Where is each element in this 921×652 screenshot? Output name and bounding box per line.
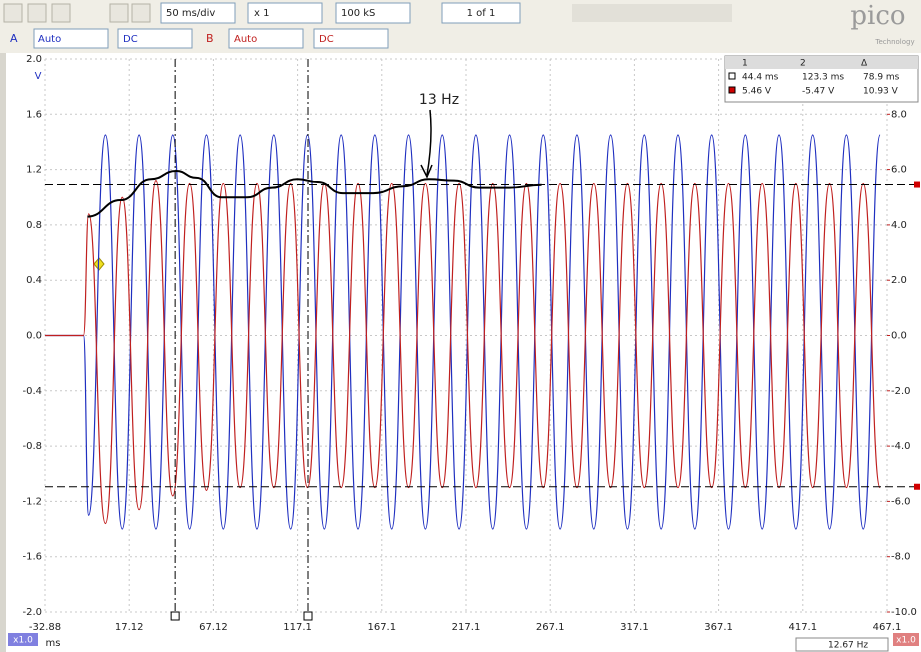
samples-select[interactable]	[335, 2, 411, 24]
ruler-handle	[303, 611, 313, 621]
y-tick-label: -1.2	[22, 496, 42, 507]
y-unit: V	[35, 71, 42, 82]
channel-a-range-text: Auto	[38, 34, 61, 45]
channel-b-range-text: Auto	[234, 34, 257, 45]
y-tick-label: 1.2	[26, 165, 42, 176]
row-swatch	[728, 72, 736, 80]
y-tick-label: 1.6	[26, 109, 42, 120]
y2-tick-label: -10.0	[891, 607, 917, 618]
measurement-cell: 10.93 V	[863, 87, 899, 97]
timebase: 50 ms/div	[166, 8, 215, 19]
x-tick-label: 17.12	[115, 622, 144, 633]
y2-tick-label: -8.0	[891, 552, 911, 563]
channel-a-label: A	[10, 32, 18, 45]
tool-buttons[interactable]	[572, 4, 732, 22]
channel-a-coupling[interactable]	[117, 28, 193, 49]
logo: pico	[850, 1, 905, 31]
signal-button[interactable]	[109, 3, 129, 23]
measurement-header: 2	[800, 59, 806, 69]
y-tick-label: -2.0	[22, 607, 42, 618]
envelope-line	[87, 169, 542, 218]
scale-badge-left	[8, 633, 38, 646]
frequency-box	[795, 637, 889, 652]
scale-left: x1.0	[13, 636, 33, 646]
x-tick-label: 467.1	[873, 622, 902, 633]
measurement-header: Δ	[861, 59, 868, 69]
y-tick-label: 0.8	[26, 220, 42, 231]
y2-tick-label: 8.0	[891, 109, 907, 120]
y-tick-label: 0.4	[26, 275, 42, 286]
left-strip	[0, 53, 6, 652]
y2-tick-label: 0.0	[891, 331, 907, 342]
x-tick-label: 217.1	[452, 622, 481, 633]
y2-tick-label: 2.0	[891, 275, 907, 286]
measurement-cell: 123.3 ms	[802, 73, 844, 83]
measurement-cells: 1 2 Δ 44.4 ms 123.3 ms 78.9 ms 5.46 V -5.47 V 10…	[728, 59, 900, 97]
x-tick-label: 117.1	[283, 622, 312, 633]
x-tick-label: 67.12	[199, 622, 228, 633]
measurement-cell: 78.9 ms	[863, 73, 900, 83]
x-tick-label: 367.1	[704, 622, 733, 633]
annotation: 13 Hz	[419, 92, 459, 108]
channel-a-coupling-text: DC	[123, 34, 138, 45]
x-tick-label: 167.1	[367, 622, 396, 633]
x-tick-label: 417.1	[788, 622, 817, 633]
y2-tick-label: 6.0	[891, 165, 907, 176]
waveform	[45, 180, 881, 525]
x-tick-label: 317.1	[620, 622, 649, 633]
y-tick-label: -0.8	[22, 441, 42, 452]
scale-badge-right	[893, 633, 919, 646]
zoom-select[interactable]	[247, 2, 323, 24]
y2-tick-label: 4.0	[891, 220, 907, 231]
ruler-handle	[914, 181, 920, 188]
buffer: 1 of 1	[467, 8, 496, 19]
waveform	[45, 134, 881, 530]
measurement-cell: -5.47 V	[802, 87, 835, 97]
plot-bg	[0, 53, 921, 652]
y-tick-label: -1.6	[22, 552, 42, 563]
buffer-field[interactable]	[441, 2, 521, 24]
x-unit: ms	[46, 638, 61, 649]
ruler-handle	[170, 611, 180, 621]
row-swatch	[728, 86, 736, 94]
channel-b-coupling-text: DC	[319, 34, 334, 45]
measurement-cell: 5.46 V	[742, 87, 772, 97]
logo-sub: Technology	[874, 38, 914, 46]
y2-tick-label: -4.0	[891, 441, 911, 452]
annotation-arrow	[420, 109, 433, 179]
y2-tick-label: -6.0	[891, 496, 911, 507]
channel-a-range[interactable]	[33, 28, 109, 49]
home-button[interactable]	[131, 3, 151, 23]
zoom: x 1	[254, 8, 269, 19]
y2-tick-label: -2.0	[891, 386, 911, 397]
scale-right: x1.0	[896, 636, 916, 646]
channel-b-label: B	[206, 32, 214, 45]
x-tick-label: -32.88	[29, 622, 61, 633]
x-tick-label: 267.1	[536, 622, 565, 633]
spectrum-button[interactable]	[51, 3, 71, 23]
y-tick-label: 2.0	[26, 54, 42, 65]
channel-b-range[interactable]	[228, 28, 304, 49]
timebase-select[interactable]	[160, 2, 236, 24]
y-tick-label: 0.0	[26, 331, 42, 342]
channel-b-coupling[interactable]	[313, 28, 389, 49]
y-tick-label: -0.4	[22, 386, 42, 397]
scope-mode-button[interactable]	[3, 3, 23, 23]
measurement-cell: 44.4 ms	[742, 73, 779, 83]
samples: 100 kS	[341, 8, 375, 19]
plot: -32.88 17.12 67.12 117.1 167.1 217.1 267.1 317.…	[22, 54, 920, 633]
persist-button[interactable]	[27, 3, 47, 23]
ruler-handle	[914, 483, 920, 490]
measurement-header: 1	[742, 59, 748, 69]
frequency: 12.67 Hz	[828, 641, 868, 651]
measurement-header	[725, 56, 918, 69]
